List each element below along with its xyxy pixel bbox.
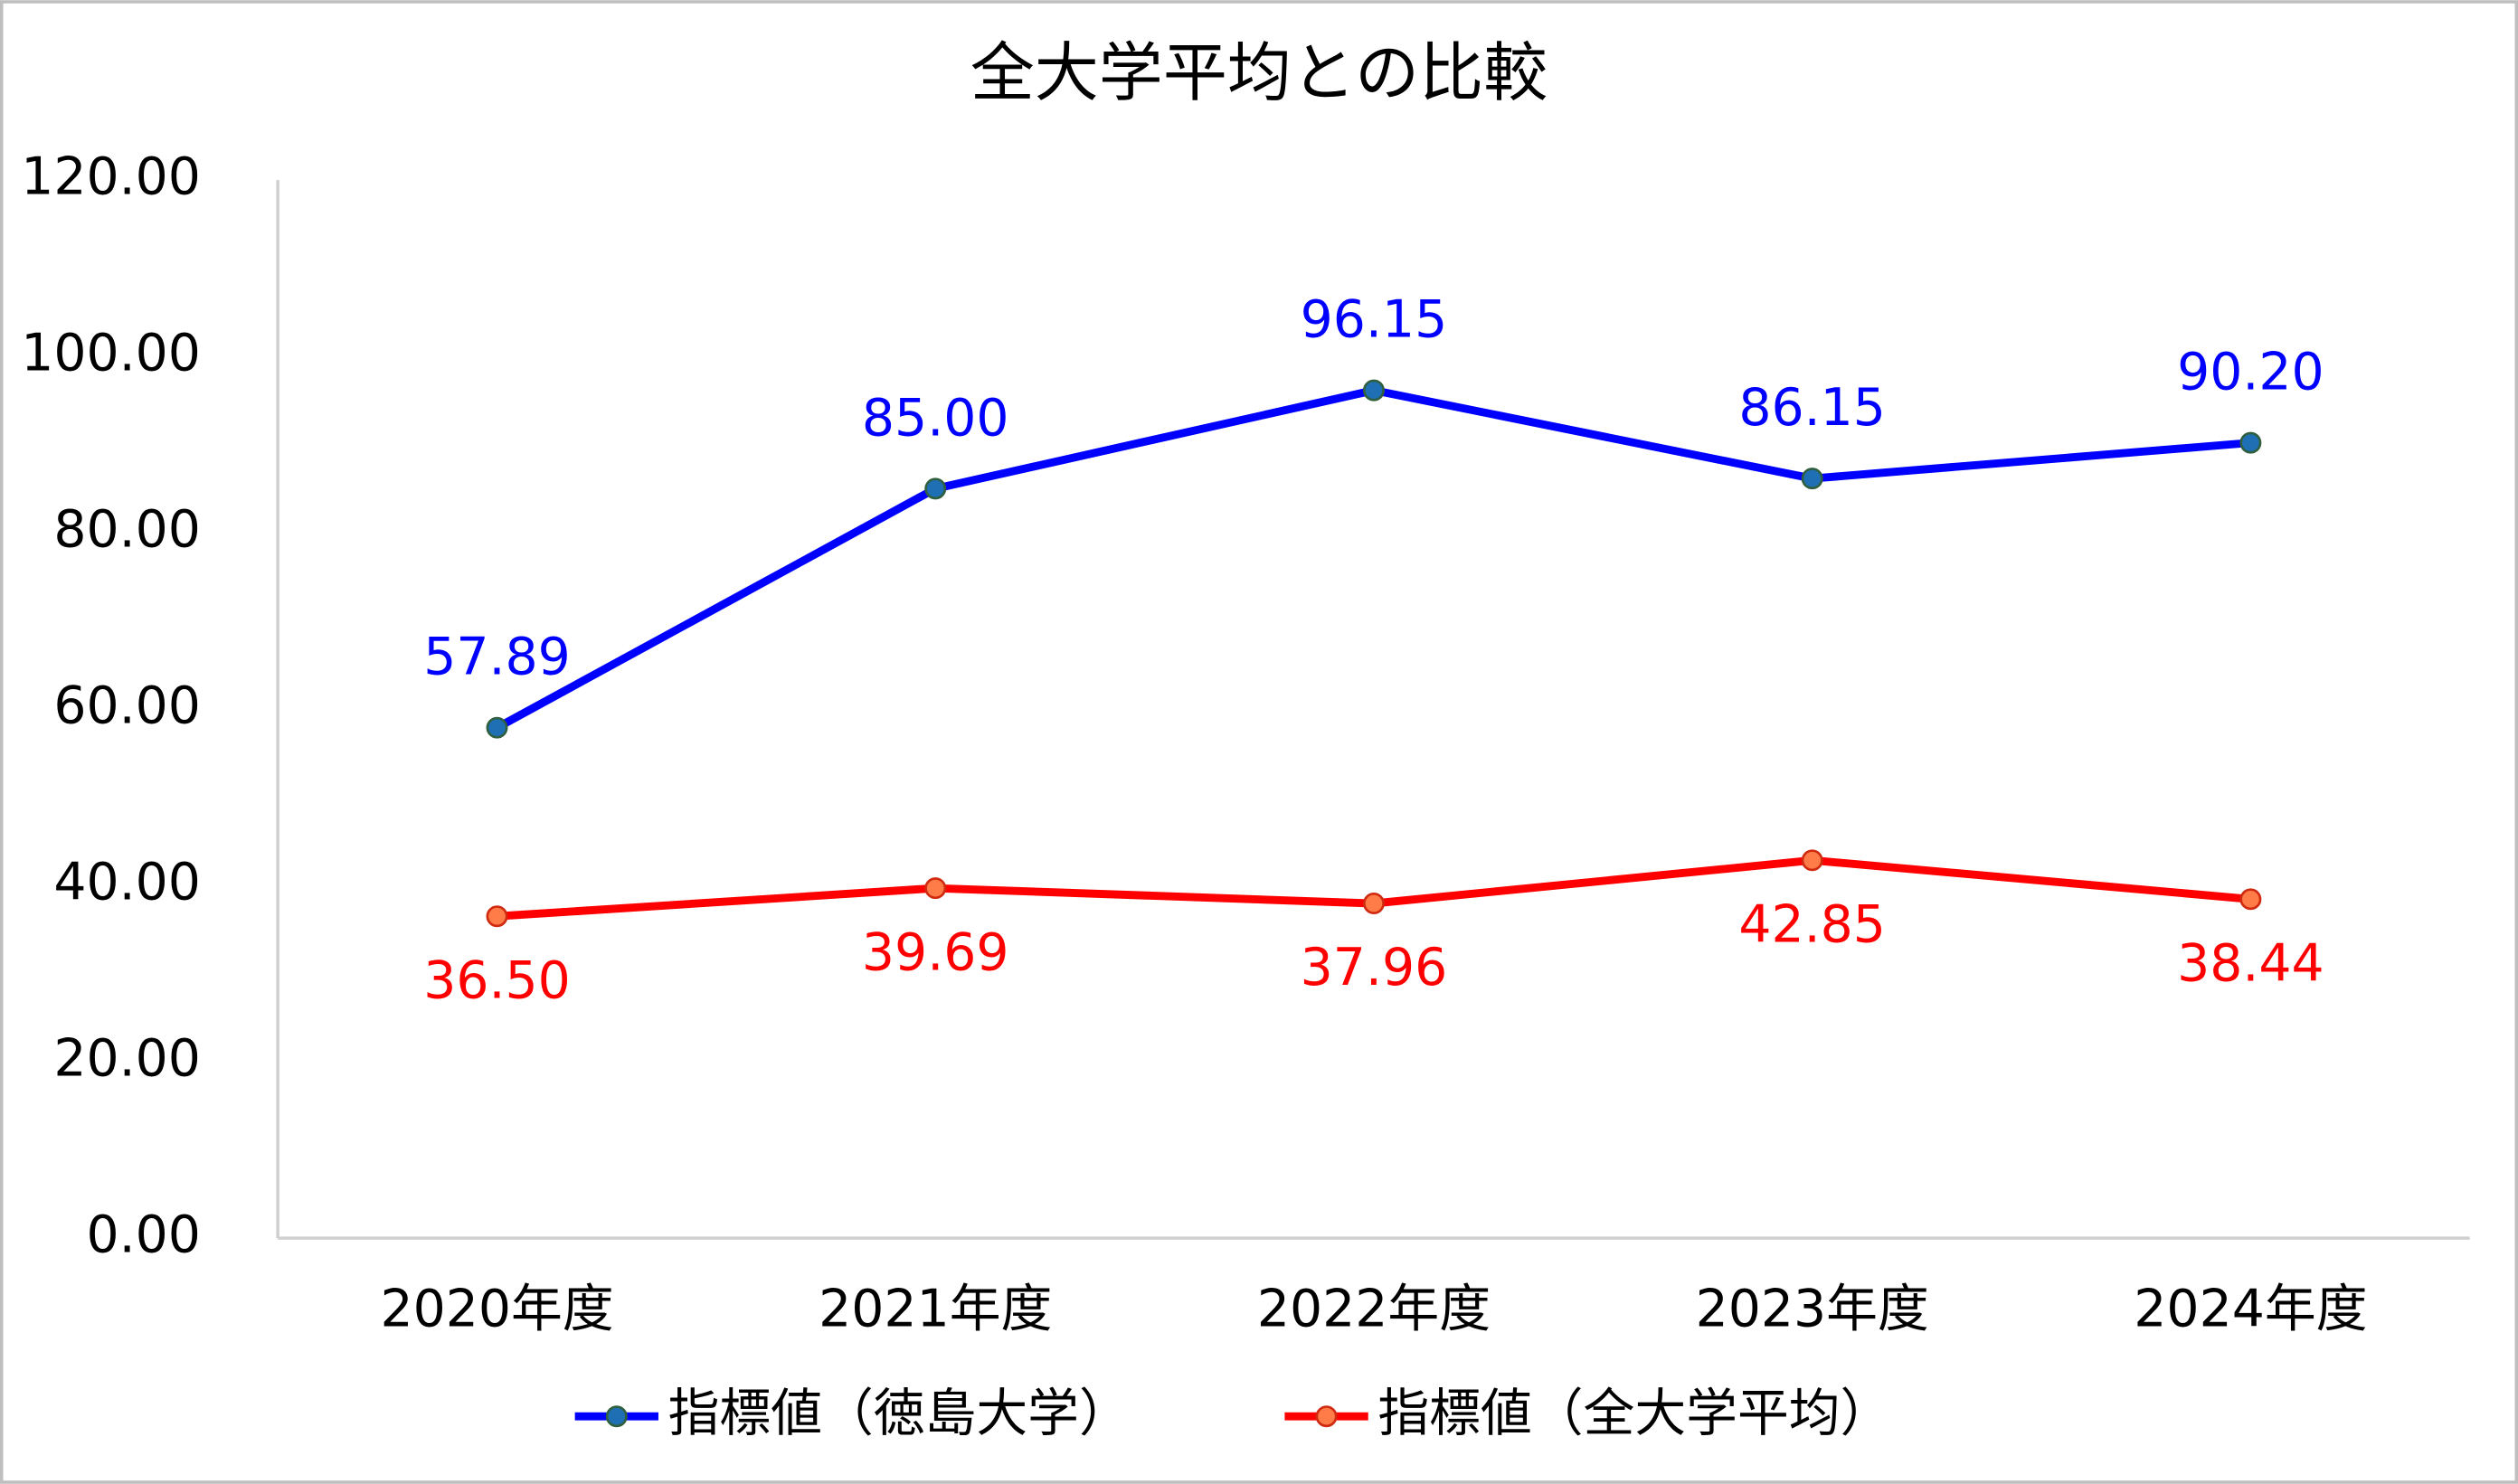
data-point	[1801, 468, 1823, 490]
data-point	[1362, 379, 1385, 402]
x-tick-label: 2024年度	[2134, 1279, 2367, 1338]
data-label: 85.00	[862, 388, 1009, 448]
data-point	[1801, 849, 1823, 872]
y-tick-label: 120.00	[21, 147, 201, 207]
data-label: 39.69	[862, 922, 1009, 982]
y-tick-label: 60.00	[53, 676, 201, 736]
legend-label: 指標値（徳島大学）	[668, 1384, 1131, 1443]
y-tick-label: 100.00	[21, 324, 201, 383]
legend-marker	[605, 1405, 628, 1428]
data-point	[2239, 431, 2262, 454]
legend-marker	[1315, 1405, 1338, 1428]
y-tick-label: 0.00	[86, 1205, 200, 1265]
y-tick-label: 40.00	[53, 853, 201, 912]
data-label: 90.20	[2177, 343, 2324, 402]
data-point	[924, 477, 947, 500]
data-point	[2239, 888, 2262, 911]
data-label: 42.85	[1738, 895, 1886, 955]
x-tick-label: 2020年度	[380, 1279, 613, 1338]
data-point	[486, 905, 508, 928]
data-label: 96.15	[1301, 290, 1448, 350]
y-tick-label: 20.00	[53, 1029, 201, 1089]
legend-label: 指標値（全大学平均）	[1377, 1384, 1891, 1443]
y-tick-label: 80.00	[53, 500, 201, 560]
data-label: 38.44	[2177, 934, 2324, 994]
data-label: 57.89	[423, 628, 571, 687]
data-point	[1362, 893, 1385, 914]
x-tick-label: 2021年度	[819, 1279, 1052, 1338]
data-label: 37.96	[1301, 938, 1448, 997]
chart-title: 全大学平均との比較	[970, 35, 1548, 110]
x-tick-label: 2023年度	[1696, 1279, 1929, 1338]
data-label: 86.15	[1738, 378, 1886, 438]
data-label: 36.50	[423, 950, 571, 1010]
data-point	[486, 716, 508, 739]
x-tick-label: 2022年度	[1257, 1279, 1491, 1338]
data-point	[924, 877, 947, 900]
